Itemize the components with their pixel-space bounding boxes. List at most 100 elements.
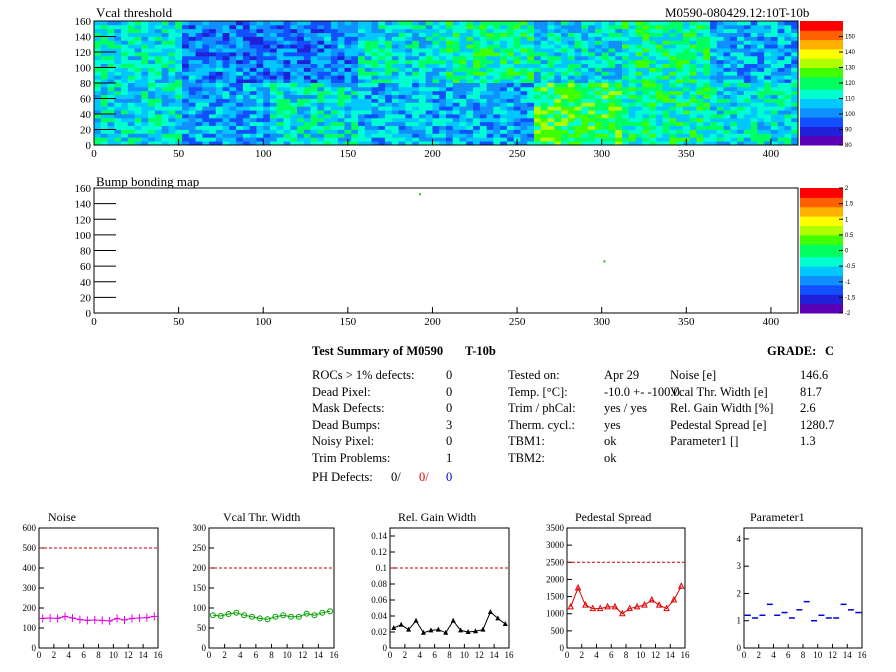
heat-cell [100, 79, 108, 84]
heat-cell [425, 71, 433, 76]
heat-cell [317, 40, 325, 45]
heat-cell [628, 121, 636, 127]
heat-cell [371, 114, 379, 119]
heat-cell [649, 129, 657, 134]
heat-cell [527, 44, 535, 49]
heat-cell [777, 36, 785, 41]
heat-cell [337, 21, 345, 26]
heat-cell [588, 129, 596, 134]
results-label: Rel. Gain Width [%] [670, 401, 774, 415]
heat-cell [506, 28, 515, 34]
heat-cell [500, 79, 508, 84]
heat-cell [168, 137, 176, 142]
heat-cell [215, 59, 224, 65]
heat-cell [540, 36, 548, 41]
heat-cell [689, 125, 697, 130]
heat-cell [439, 55, 447, 61]
heat-cell [446, 21, 454, 26]
heat-cell [473, 24, 481, 30]
heat-cell [574, 55, 582, 61]
heat-cell [276, 117, 284, 123]
results-label: Parameter1 [] [670, 434, 739, 448]
heat-cell [770, 21, 779, 26]
heat-cell [161, 110, 169, 115]
heat-cell [554, 94, 562, 99]
heat-cell [270, 71, 278, 76]
x-tick-label: 0 [207, 650, 212, 660]
heat-cell [540, 44, 548, 49]
heat-cell [479, 52, 488, 57]
palette-cell [800, 244, 843, 248]
heat-cell [574, 75, 582, 80]
heat-cell [567, 117, 576, 123]
heat-cell [188, 102, 196, 107]
heat-cell [168, 117, 176, 123]
heat-cell [777, 117, 785, 123]
heat-cell [134, 94, 142, 99]
heat-cell [161, 114, 169, 119]
heat-cell [479, 32, 488, 37]
heat-cell [317, 98, 325, 103]
heat-cell [757, 75, 765, 80]
heat-cell [297, 86, 305, 92]
heat-cell [418, 32, 427, 37]
heat-cell [703, 106, 711, 111]
heat-cell [439, 141, 447, 146]
heat-cell [412, 125, 420, 130]
heat-cell [588, 125, 596, 130]
heat-cell [689, 94, 697, 99]
heat-cell [391, 98, 400, 103]
heat-cell [317, 36, 325, 41]
heat-cell [547, 121, 555, 127]
heat-cell [107, 52, 115, 57]
heat-cell [391, 67, 400, 72]
heat-cell [635, 121, 643, 127]
heat-cell [371, 55, 379, 61]
heat-cell [547, 71, 555, 76]
heat-cell [188, 44, 196, 49]
heat-cell [310, 110, 318, 115]
heat-cell [479, 90, 488, 96]
heat-cell [249, 63, 257, 68]
heat-cell [418, 36, 427, 41]
heat-cell [303, 129, 312, 134]
x-tick-label: 14 [843, 650, 853, 660]
heat-cell [222, 121, 230, 127]
heat-cell [723, 24, 731, 30]
heat-cell [351, 24, 359, 30]
heat-cell [452, 86, 460, 92]
heat-cell [412, 28, 420, 34]
heat-cell [710, 75, 718, 80]
heat-cell [784, 28, 792, 34]
heat-cell [236, 40, 244, 45]
palette-cell [800, 86, 843, 90]
heat-cell [506, 114, 515, 119]
heat-cell [506, 48, 515, 53]
heat-cell [493, 117, 501, 123]
y-tick-label: 1500 [546, 592, 565, 602]
heat-cell [710, 129, 718, 134]
heat-cell [290, 121, 298, 127]
heat-cell [276, 121, 284, 127]
heat-cell [696, 94, 704, 99]
heat-cell [344, 121, 352, 127]
heat-cell [696, 59, 704, 65]
heat-cell [358, 121, 366, 127]
heat-cell [527, 117, 535, 123]
defects-value: 0 [446, 401, 453, 415]
heat-cell [655, 98, 664, 103]
heat-cell [689, 28, 697, 34]
heat-cell [770, 59, 779, 65]
heat-cell [581, 117, 589, 123]
heat-cell [594, 28, 603, 34]
heat-cell [148, 48, 156, 53]
heat-cell [561, 137, 569, 142]
heat-cell [215, 90, 224, 96]
heat-cell [534, 24, 542, 30]
heat-cell [148, 21, 156, 26]
heat-cell [263, 21, 271, 26]
heat-cell [710, 36, 718, 41]
heat-cell [256, 75, 264, 80]
y-tick-label: 120 [75, 47, 92, 59]
heat-cell [337, 90, 345, 96]
